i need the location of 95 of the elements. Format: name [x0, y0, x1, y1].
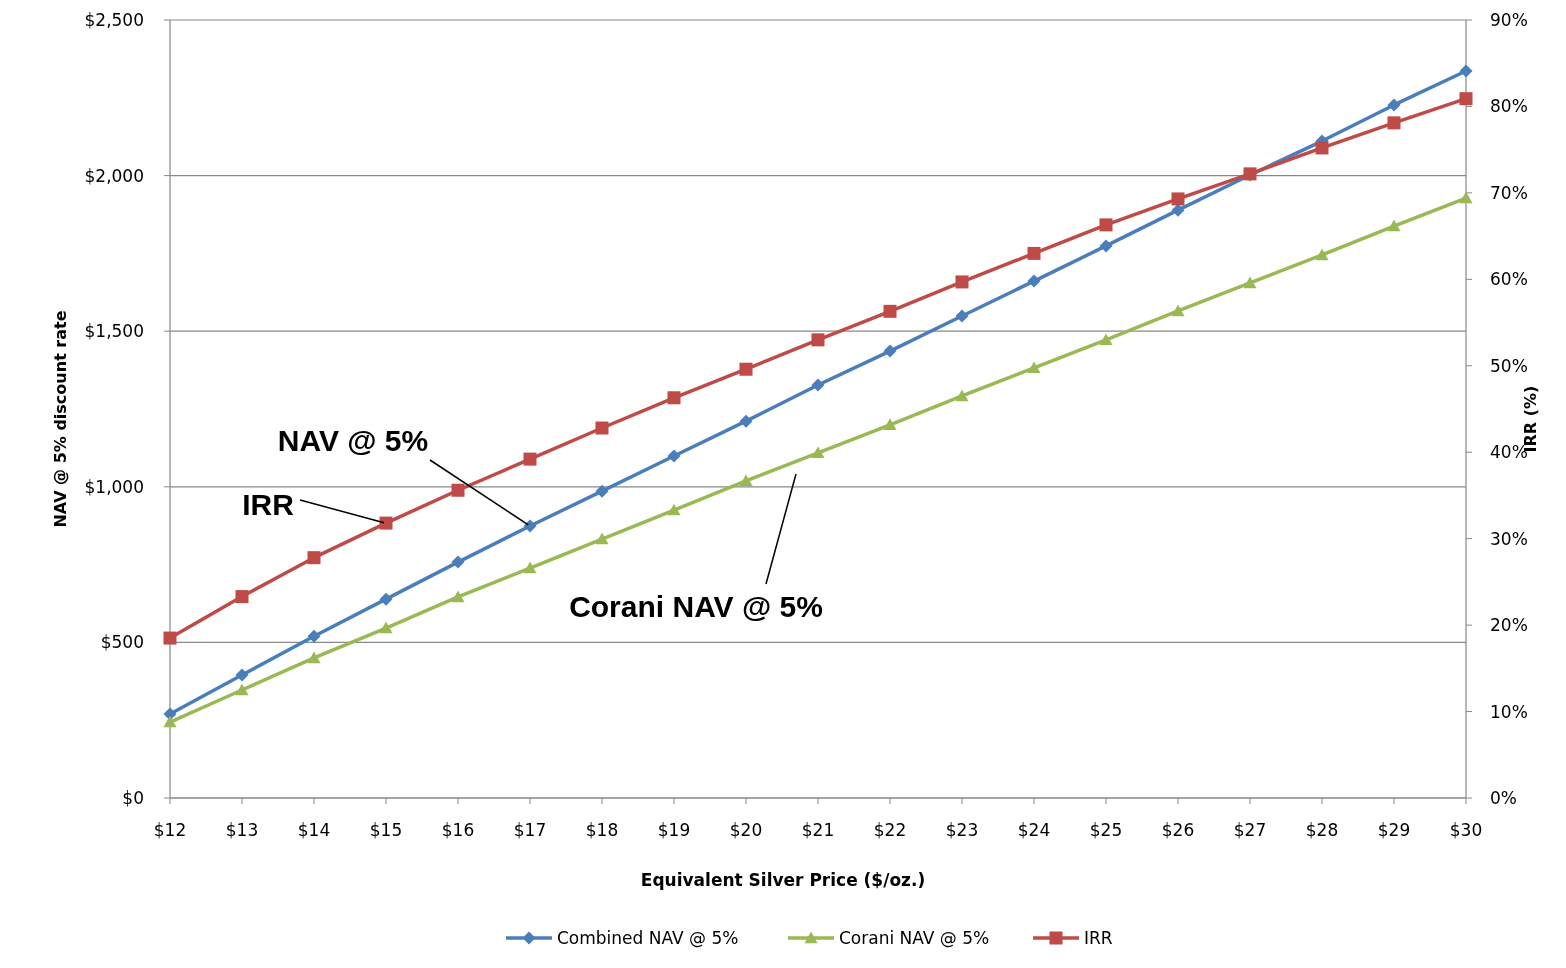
point [667, 503, 681, 516]
y2-tick-label: 10% [1490, 701, 1528, 722]
point [163, 631, 177, 645]
point [739, 414, 753, 428]
point [595, 484, 609, 498]
x-tick-label: $19 [657, 820, 691, 840]
point [1387, 219, 1401, 232]
point [1171, 203, 1185, 217]
point [523, 561, 537, 574]
point [451, 590, 465, 603]
x-tick-label: $20 [729, 820, 763, 840]
point [379, 621, 393, 634]
point [523, 452, 537, 466]
x-axis-title: Equivalent Silver Price ($/oz.) [640, 870, 926, 890]
annotation: IRR [242, 487, 295, 521]
point [379, 516, 393, 530]
point [595, 421, 609, 435]
annotation: Corani NAV @ 5% [569, 589, 823, 623]
x-tick-label: $14 [297, 820, 331, 840]
y2-tick-label: 90% [1490, 9, 1528, 30]
point [1027, 361, 1041, 374]
point [235, 683, 249, 696]
legend-label: IRR [1084, 927, 1113, 948]
x-tick-label: $26 [1161, 820, 1195, 840]
point [955, 389, 969, 402]
point [1171, 192, 1185, 206]
point [307, 651, 321, 664]
y-axis-title: NAV @ 5% discount rate [51, 310, 70, 528]
point [1099, 218, 1113, 232]
y-tick-label: $1,000 [84, 476, 144, 497]
point [1099, 239, 1113, 253]
point [1027, 246, 1041, 260]
y-tick-label: $1,500 [84, 321, 144, 342]
point [451, 483, 465, 497]
point [1459, 64, 1473, 78]
point [667, 391, 681, 405]
point [667, 449, 681, 463]
x-tick-label: $27 [1233, 820, 1267, 840]
point [883, 304, 897, 318]
point [523, 519, 537, 533]
y2-tick-label: 80% [1490, 96, 1528, 117]
point [811, 378, 825, 392]
x-tick-label: $21 [801, 820, 835, 840]
point [1027, 274, 1041, 288]
y2-tick-label: 50% [1490, 355, 1528, 376]
x-tick-label: $17 [513, 820, 547, 840]
point [307, 629, 321, 643]
x-tick-label: $12 [153, 820, 187, 840]
y2-tick-label: 0% [1490, 787, 1517, 808]
x-tick-label: $13 [225, 820, 259, 840]
x-tick-label: $22 [873, 820, 907, 840]
x-tick-label: $25 [1089, 820, 1123, 840]
x-tick-label: $30 [1449, 820, 1483, 840]
point [595, 532, 609, 545]
y-tick-label: $2,500 [84, 9, 144, 30]
point [1243, 276, 1257, 289]
point [235, 668, 249, 682]
annotation: NAV @ 5% [277, 423, 429, 457]
x-tick-label: $23 [945, 820, 979, 840]
y-tick-label: $2,000 [84, 165, 144, 186]
y-tick-label: $500 [100, 632, 144, 653]
point [1387, 98, 1401, 112]
point [1459, 191, 1473, 204]
x-tick-label: $15 [369, 820, 403, 840]
point [739, 474, 753, 487]
legend-label: Corani NAV @ 5% [839, 927, 990, 948]
x-tick-label: $18 [585, 820, 619, 840]
point [379, 592, 393, 606]
y2-tick-label: 20% [1490, 615, 1528, 636]
x-tick-label: $28 [1305, 820, 1339, 840]
legend-label: Combined NAV @ 5% [557, 927, 739, 948]
y2-tick-label: 30% [1490, 528, 1528, 549]
point [1099, 333, 1113, 346]
point [883, 418, 897, 431]
point [1171, 304, 1185, 317]
point [235, 590, 249, 604]
point [451, 555, 465, 569]
y2-tick-label: 70% [1490, 182, 1528, 203]
x-tick-label: $16 [441, 820, 475, 840]
point [811, 446, 825, 459]
y2-tick-label: 60% [1490, 269, 1528, 290]
point [883, 344, 897, 358]
point [739, 362, 753, 376]
y-tick-label: $0 [122, 787, 144, 808]
x-tick-label: $24 [1017, 820, 1051, 840]
point [163, 715, 177, 728]
point [811, 333, 825, 347]
point [1315, 248, 1329, 261]
point [1387, 116, 1401, 130]
point [1459, 92, 1473, 106]
x-tick-label: $29 [1377, 820, 1411, 840]
point [307, 551, 321, 565]
point [955, 275, 969, 289]
point [955, 309, 969, 323]
point [1315, 141, 1329, 155]
